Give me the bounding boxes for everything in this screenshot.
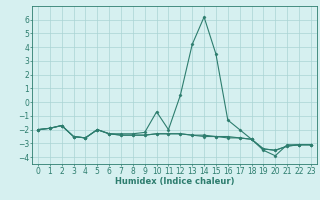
X-axis label: Humidex (Indice chaleur): Humidex (Indice chaleur)	[115, 177, 234, 186]
